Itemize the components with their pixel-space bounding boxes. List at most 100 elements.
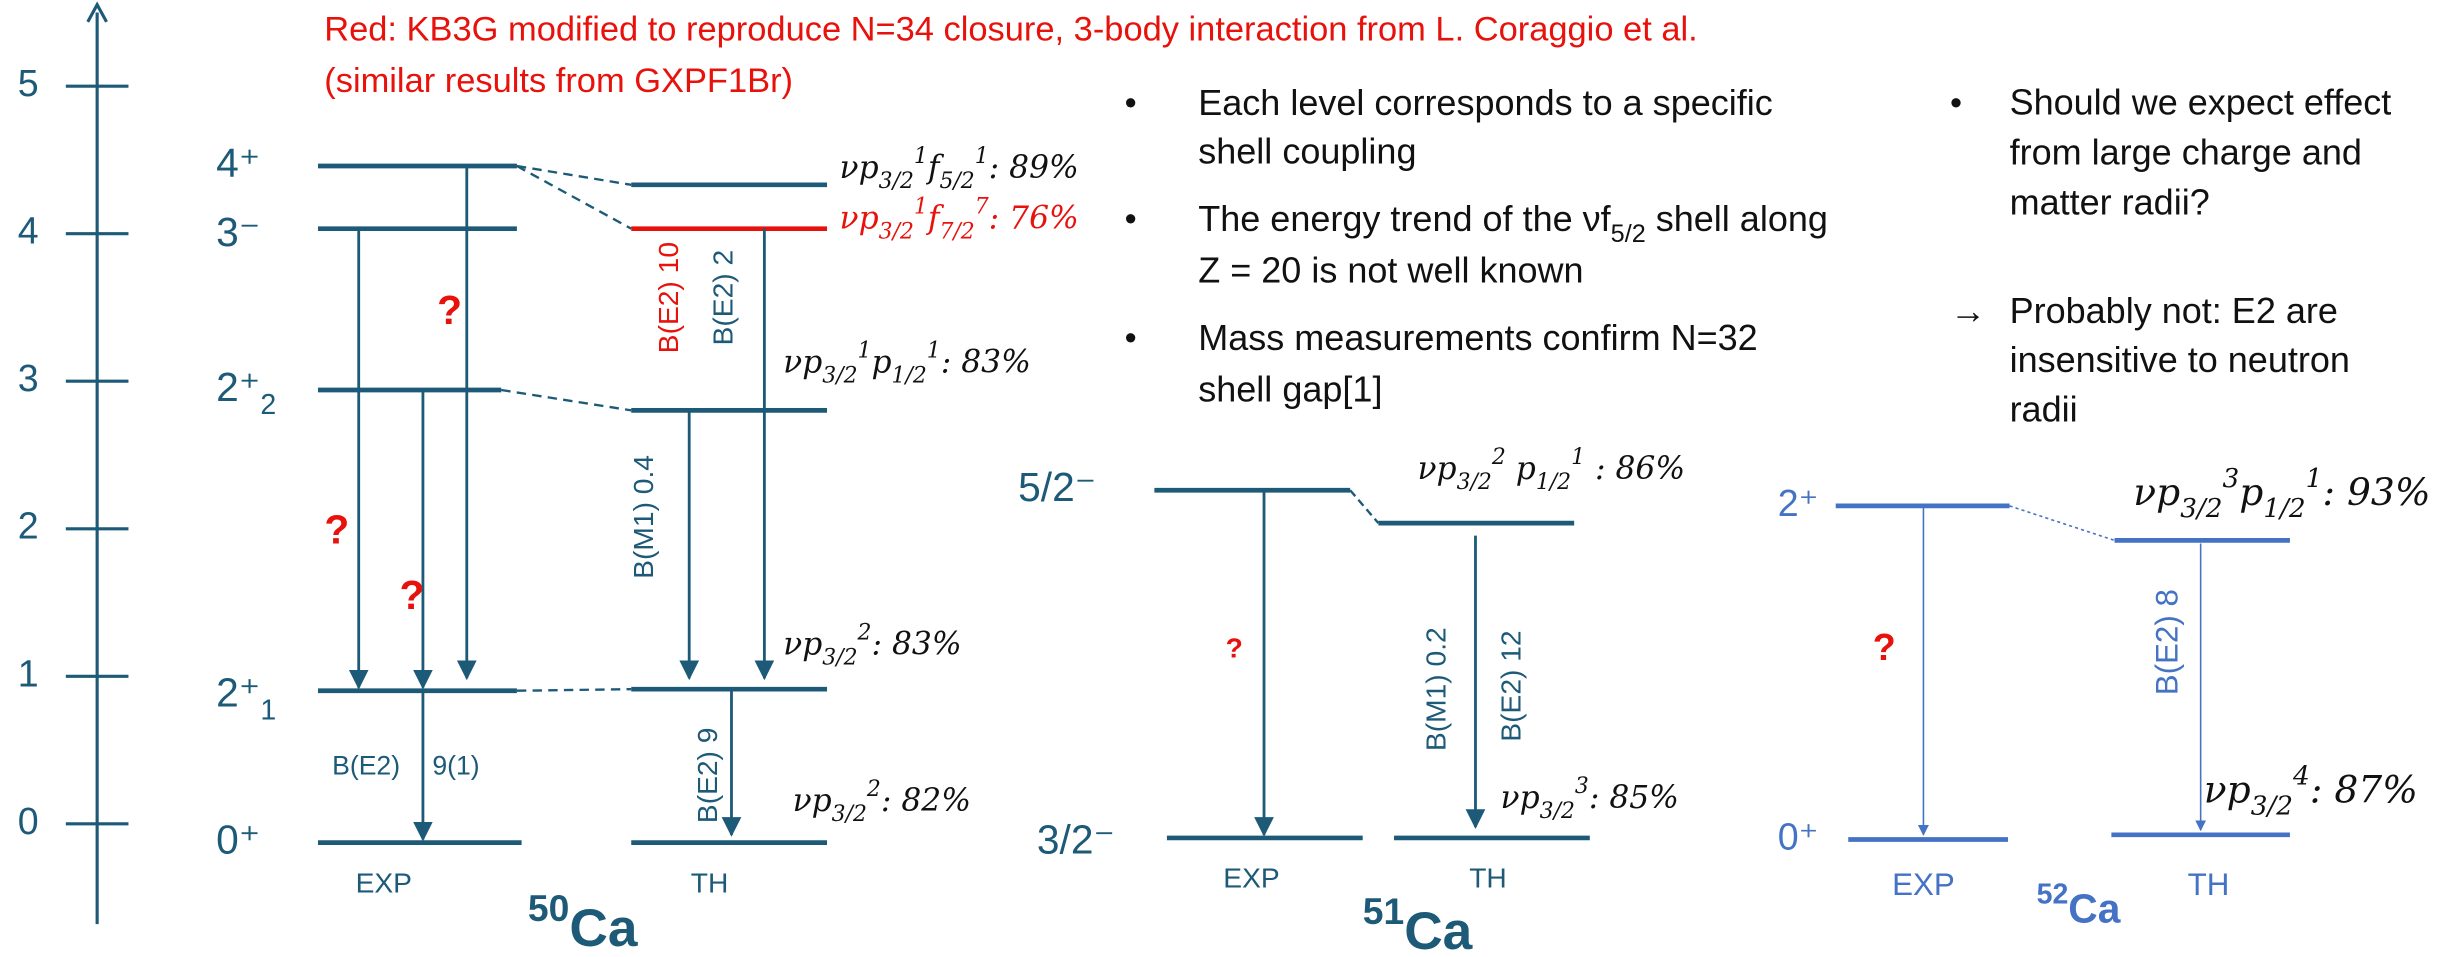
text-run: p	[2239, 469, 2263, 513]
text-run: 2⁺	[216, 669, 260, 715]
bullet-text: Should we expect effect	[2010, 81, 2392, 122]
spin-label: 5/2⁻	[1018, 464, 1096, 510]
note: Red: KB3G modified to reproduce N=34 clo…	[324, 10, 1697, 48]
tick-label: 5	[18, 62, 39, 104]
unknown: ?	[1873, 626, 1896, 668]
spin-label: 0⁺	[216, 816, 260, 862]
column-label: EXP	[1892, 867, 1955, 902]
superscript: 1	[858, 338, 872, 363]
bullet-text: The energy trend of the νf5/2 shell alon…	[1198, 197, 1828, 247]
superscript: 3	[2223, 464, 2240, 494]
arrow: →	[1950, 290, 1986, 331]
text-run: 4⁺	[216, 140, 260, 186]
config: νp3/21f5/21: 89%	[840, 144, 1079, 194]
text-run: 2⁺	[216, 364, 260, 410]
nucleus: 51Ca	[1363, 890, 1473, 957]
column-label: TH	[1469, 862, 1507, 894]
subscript: 3/2	[1457, 469, 1492, 494]
spin-label: 2⁺1	[216, 669, 276, 726]
tick-label: 2	[18, 505, 39, 547]
connector	[501, 388, 632, 412]
superscript: 7	[975, 194, 989, 219]
text-run: : 83%	[941, 344, 1031, 380]
text-run: 5/2⁻	[1018, 464, 1096, 510]
subscript: 1/2	[892, 363, 927, 388]
connector	[516, 164, 632, 230]
text-run: : 76%	[989, 200, 1079, 236]
bullet-text: matter radii?	[2010, 182, 2210, 223]
text-run: νp	[840, 200, 879, 236]
subscript: 1	[260, 694, 276, 726]
superscript: 1	[1571, 444, 1585, 469]
config: νp3/21f7/27: 76%	[840, 194, 1079, 244]
superscript: 1	[975, 144, 989, 169]
transition-label: B(E2) 9	[691, 728, 723, 824]
answer-text: radii	[2010, 388, 2078, 429]
energy-axis	[86, 1, 108, 925]
text-run: p	[1506, 450, 1536, 486]
bullet-text: from large charge and	[2010, 132, 2362, 173]
superscript: 2	[1491, 444, 1506, 469]
transition-label: B(E2)	[332, 751, 400, 781]
text-run: 0⁺	[1778, 815, 1819, 857]
subscript: 3/2	[879, 169, 914, 194]
superscript: 2	[866, 776, 881, 801]
text-run: p	[871, 344, 891, 380]
superscript: 1	[914, 144, 928, 169]
ca52-shapes	[1835, 503, 2290, 842]
text-run: 3⁻	[216, 209, 260, 255]
subscript: 5/2	[1611, 220, 1646, 248]
spin-label: 3⁻	[216, 209, 260, 255]
bullet-text: shell coupling	[1198, 130, 1416, 171]
spin-label: 4⁺	[216, 140, 260, 186]
answer-text: Probably not: E2 are	[2010, 290, 2338, 331]
subscript: 1/2	[1536, 469, 1571, 494]
bullet-text: Z = 20 is not well known	[1198, 249, 1583, 290]
text-run: 0⁺	[216, 816, 260, 862]
spin-label: 3/2⁻	[1037, 816, 1115, 862]
subscript: 1/2	[2263, 494, 2305, 524]
subscript: 3/2	[2251, 792, 2293, 822]
superscript: 50	[528, 887, 569, 929]
connector	[516, 687, 632, 692]
unknown: ?	[400, 572, 425, 618]
spin-label: 2⁺2	[216, 364, 276, 421]
column-label: EXP	[1223, 862, 1279, 894]
tick-label: 3	[18, 357, 39, 399]
config: νp3/22: 83%	[783, 620, 961, 670]
text-run: Z = 20 is not well known	[1198, 249, 1583, 290]
text-run: : 89%	[989, 150, 1079, 186]
superscript: 3	[1575, 773, 1589, 798]
text-run: The energy trend of the	[1198, 197, 1582, 238]
transition-label: B(M1) 0.2	[1419, 627, 1451, 751]
text-run: 3/2⁻	[1037, 816, 1115, 862]
bullet: •	[1125, 84, 1137, 122]
text-run: νp	[2204, 767, 2251, 811]
bullet: •	[1125, 319, 1137, 357]
spin-label: 2⁺	[1778, 482, 1819, 524]
text-run: νp	[1501, 779, 1540, 815]
text-run: Mass measurements confirm N=32	[1198, 316, 1757, 357]
unknown: ?	[324, 506, 349, 552]
text-run: νp	[783, 626, 822, 662]
connector	[2009, 505, 2115, 542]
unknown: ?	[1226, 631, 1243, 663]
text-run: : 87%	[2310, 767, 2418, 811]
text-run: νp	[793, 782, 832, 818]
unknown: ?	[437, 287, 462, 333]
bullet-text: Mass measurements confirm N=32	[1198, 316, 1757, 357]
ca51-shapes	[1154, 487, 1590, 841]
text-run: : 82%	[881, 782, 971, 818]
transition-label: B(M1) 0.4	[627, 455, 659, 579]
config: νp3/24: 87%	[2204, 762, 2418, 822]
subscript: 5/2	[939, 169, 974, 194]
superscript: 1	[2306, 464, 2323, 494]
nucleus: 52Ca	[2037, 878, 2121, 931]
text-run: shell gap[1]	[1198, 368, 1382, 409]
text-run: νp	[840, 150, 879, 186]
column-label: EXP	[356, 866, 412, 898]
subscript: 3/2	[1540, 798, 1575, 823]
bullet-text: shell gap[1]	[1198, 368, 1382, 409]
